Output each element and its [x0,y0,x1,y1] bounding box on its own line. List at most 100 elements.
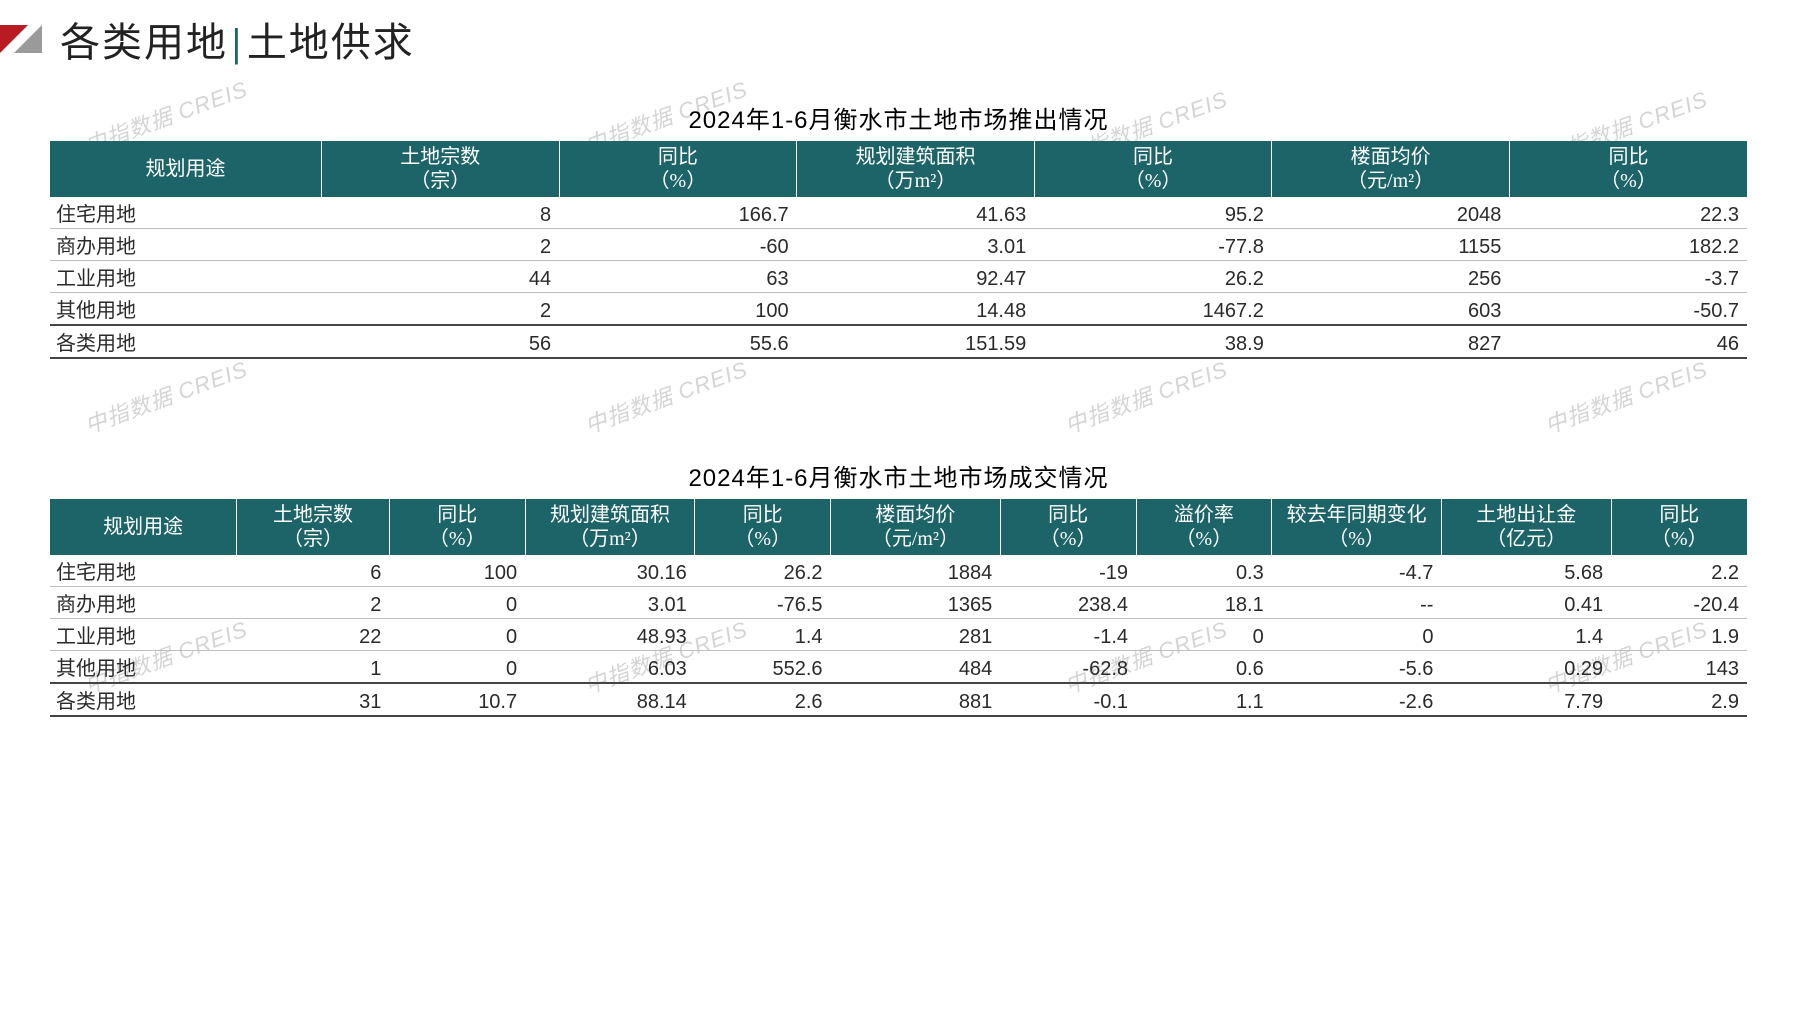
cell: -2.6 [1272,683,1442,716]
cell: 2 [237,587,390,619]
cell: 1.4 [695,619,831,651]
cell: 0.6 [1136,651,1272,684]
column-header: 同比（%） [1611,499,1747,555]
cell: 7.79 [1441,683,1611,716]
cell: -50.7 [1509,293,1747,326]
cell: 0 [1272,619,1442,651]
cell: 10.7 [389,683,525,716]
cell: 100 [389,555,525,587]
cell: 55.6 [559,325,797,358]
cell: 88.14 [525,683,695,716]
column-header: 楼面均价（元/m²） [831,499,1001,555]
row-label: 商办用地 [50,229,322,261]
column-header: 同比（%） [1000,499,1136,555]
column-header: 规划建筑面积（万m²） [525,499,695,555]
cell: 44 [322,261,560,293]
deal-table: 规划用途土地宗数（宗）同比（%）规划建筑面积（万m²）同比（%）楼面均价（元/m… [50,499,1747,717]
cell: 2 [322,293,560,326]
cell: 2.9 [1611,683,1747,716]
watermark: 中指数据 CREIS [1540,352,1712,441]
cell: 30.16 [525,555,695,587]
cell: 56 [322,325,560,358]
cell: 3.01 [525,587,695,619]
column-header: 土地出让金（亿元） [1441,499,1611,555]
row-label: 其他用地 [50,293,322,326]
title-divider: | [228,20,247,65]
cell: 238.4 [1000,587,1136,619]
cell: 166.7 [559,197,797,229]
cell: -4.7 [1272,555,1442,587]
cell: 8 [322,197,560,229]
table-row: 工业用地22048.931.4281-1.4001.41.9 [50,619,1747,651]
cell: 6.03 [525,651,695,684]
cell: 0 [389,651,525,684]
cell: 0 [389,619,525,651]
cell: 63 [559,261,797,293]
cell: 92.47 [797,261,1035,293]
column-header: 较去年同期变化（%） [1272,499,1442,555]
cell: 881 [831,683,1001,716]
logo-mark [0,25,42,53]
column-header: 规划建筑面积（万m²） [797,141,1035,197]
cell: -77.8 [1034,229,1272,261]
cell: 22 [237,619,390,651]
cell: 6 [237,555,390,587]
cell: 1884 [831,555,1001,587]
cell: -20.4 [1611,587,1747,619]
table-row: 商办用地203.01-76.51365238.418.1--0.41-20.4 [50,587,1747,619]
cell: 2 [322,229,560,261]
cell: 2.6 [695,683,831,716]
column-header: 同比（%） [1509,141,1747,197]
table-row: 其他用地106.03552.6484-62.80.6-5.60.29143 [50,651,1747,684]
column-header: 土地宗数（宗） [237,499,390,555]
cell: 3.01 [797,229,1035,261]
column-header: 同比（%） [389,499,525,555]
cell: 100 [559,293,797,326]
cell: 1155 [1272,229,1510,261]
cell: 151.59 [797,325,1035,358]
cell: 18.1 [1136,587,1272,619]
row-label: 住宅用地 [50,555,237,587]
cell: 0.3 [1136,555,1272,587]
row-label: 其他用地 [50,651,237,684]
cell: 22.3 [1509,197,1747,229]
cell: 182.2 [1509,229,1747,261]
cell: 95.2 [1034,197,1272,229]
cell: 603 [1272,293,1510,326]
cell: -0.1 [1000,683,1136,716]
cell: 281 [831,619,1001,651]
row-label: 住宅用地 [50,197,322,229]
watermark: 中指数据 CREIS [580,352,752,441]
cell: 1365 [831,587,1001,619]
launch-table-block: 2024年1-6月衡水市土地市场推出情况 规划用途土地宗数（宗）同比（%）规划建… [50,100,1747,359]
logo-gray-triangle [14,25,42,53]
table-total-row: 各类用地5655.6151.5938.982746 [50,325,1747,358]
cell: 26.2 [695,555,831,587]
table-row: 工业用地446392.4726.2256-3.7 [50,261,1747,293]
launch-table-title: 2024年1-6月衡水市土地市场推出情况 [50,100,1747,135]
table-row: 商办用地2-603.01-77.81155182.2 [50,229,1747,261]
watermark: 中指数据 CREIS [80,352,252,441]
cell: 0.41 [1441,587,1611,619]
cell: -3.7 [1509,261,1747,293]
table-row: 住宅用地610030.1626.21884-190.3-4.75.682.2 [50,555,1747,587]
cell: -5.6 [1272,651,1442,684]
row-label: 工业用地 [50,261,322,293]
column-header: 溢价率（%） [1136,499,1272,555]
title-part-2: 土地供求 [247,20,415,65]
cell: 1467.2 [1034,293,1272,326]
cell: 256 [1272,261,1510,293]
page-title: 各类用地|土地供求 [60,10,415,68]
cell: 0 [389,587,525,619]
cell: 1.9 [1611,619,1747,651]
page-header: 各类用地|土地供求 [0,0,415,68]
cell: 1.1 [1136,683,1272,716]
cell: 2.2 [1611,555,1747,587]
cell: 827 [1272,325,1510,358]
table-total-row: 各类用地3110.788.142.6881-0.11.1-2.67.792.9 [50,683,1747,716]
table-row: 住宅用地8166.741.6395.2204822.3 [50,197,1747,229]
row-label: 各类用地 [50,325,322,358]
cell: 46 [1509,325,1747,358]
column-header: 同比（%） [695,499,831,555]
column-header: 同比（%） [559,141,797,197]
